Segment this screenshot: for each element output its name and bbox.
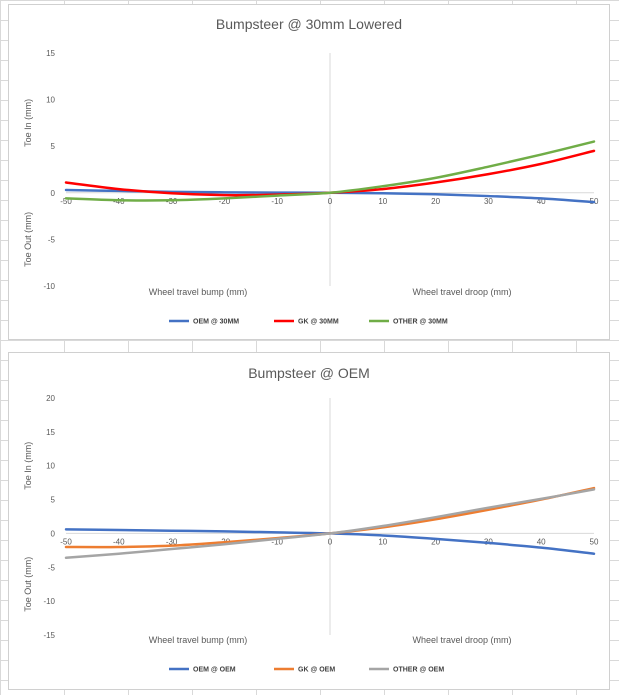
chart-panel-toe-30mm-lowered: Bumpsteer @ 30mm Lowered 15 10 5 0 -5 -10 -50 -4… bbox=[8, 4, 610, 340]
x-tick-label: 0 bbox=[328, 537, 333, 546]
series-line-other-30mm bbox=[64, 140, 596, 202]
y-tick-label: 0 bbox=[51, 189, 56, 198]
y-axis-label-toe-in: Toe In (mm) bbox=[23, 99, 33, 147]
chart-title-oem: Bumpsteer @ OEM bbox=[248, 365, 370, 381]
legend-label-gk-oem: GK @ OEM bbox=[298, 667, 335, 674]
y-tick-label: 15 bbox=[46, 49, 55, 58]
y-tick-label: 5 bbox=[51, 496, 56, 505]
x-axis-label-bump: Wheel travel bump (mm) bbox=[149, 287, 248, 297]
x-tick-label: 50 bbox=[590, 537, 599, 546]
y-axis-label-toe-in: Toe In (mm) bbox=[23, 442, 33, 490]
y-tick-label: 20 bbox=[46, 394, 55, 403]
x-tick-label: 40 bbox=[537, 537, 546, 546]
y-tick-label: -5 bbox=[48, 235, 56, 244]
chart-panel-toe-oem: Bumpsteer @ OEM 20 15 10 5 0 -5 -10 -15 -50 -40 -30… bbox=[8, 352, 610, 690]
x-tick-label: -50 bbox=[60, 537, 72, 546]
x-tick-label: -50 bbox=[60, 197, 72, 206]
y-tick-label: 10 bbox=[46, 96, 55, 105]
x-tick-label: -10 bbox=[271, 197, 283, 206]
x-axis-label-droop: Wheel travel droop (mm) bbox=[412, 287, 511, 297]
x-tick-label: 10 bbox=[378, 197, 387, 206]
x-tick-label: -40 bbox=[113, 537, 125, 546]
x-axis-label-bump: Wheel travel bump (mm) bbox=[149, 635, 248, 645]
legend-label-gk-30mm: GK @ 30MM bbox=[298, 319, 339, 326]
y-tick-label: 5 bbox=[51, 142, 56, 151]
legend-label-oem-oem: OEM @ OEM bbox=[193, 667, 236, 674]
x-tick-label: 10 bbox=[378, 537, 387, 546]
x-tick-label: 20 bbox=[431, 537, 440, 546]
x-tick-label: 20 bbox=[431, 197, 440, 206]
x-tick-label: -30 bbox=[166, 537, 178, 546]
x-tick-label: -10 bbox=[271, 537, 283, 546]
series-line-other-oem bbox=[64, 488, 596, 560]
y-tick-label: -5 bbox=[48, 563, 56, 572]
chart-title-30mm: Bumpsteer @ 30mm Lowered bbox=[216, 16, 402, 32]
y-tick-label: 10 bbox=[46, 462, 55, 471]
x-tick-label: 0 bbox=[328, 197, 333, 206]
x-tick-label: -20 bbox=[219, 197, 231, 206]
legend-label-other-oem: OTHER @ OEM bbox=[393, 667, 444, 674]
x-tick-label: 40 bbox=[537, 197, 546, 206]
y-tick-label: -15 bbox=[43, 631, 55, 640]
y-tick-label: 0 bbox=[51, 529, 56, 538]
y-axis-label-toe-out: Toe Out (mm) bbox=[23, 557, 33, 612]
legend-label-other-30mm: OTHER @ 30MM bbox=[393, 319, 448, 326]
x-axis-label-droop: Wheel travel droop (mm) bbox=[412, 635, 511, 645]
y-tick-label: -10 bbox=[43, 597, 55, 606]
x-tick-label: 30 bbox=[484, 197, 493, 206]
y-tick-label: 15 bbox=[46, 428, 55, 437]
legend-label-oem-30mm: OEM @ 30MM bbox=[193, 319, 239, 326]
y-tick-label: -10 bbox=[43, 282, 55, 291]
y-axis-label-toe-out: Toe Out (mm) bbox=[23, 212, 33, 267]
